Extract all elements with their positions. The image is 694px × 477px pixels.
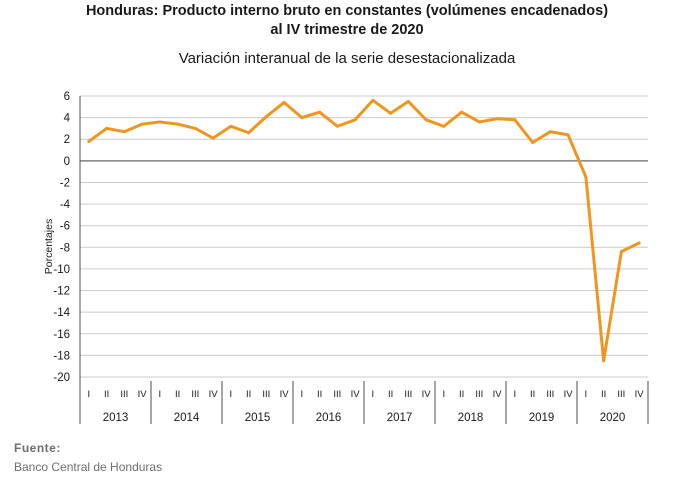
y-tick-label: -16 bbox=[53, 329, 70, 341]
y-tick-label: -12 bbox=[53, 286, 70, 298]
data-point bbox=[229, 124, 233, 128]
x-tick-label-quarter: II bbox=[175, 389, 180, 400]
x-tick-label-quarter: III bbox=[546, 389, 554, 400]
chart-subtitle: Variación interanual de la serie desesta… bbox=[178, 50, 516, 67]
x-tick-label-quarter: III bbox=[262, 389, 270, 400]
x-tick-label-quarter: IV bbox=[209, 389, 219, 400]
data-point bbox=[371, 98, 375, 102]
x-tick-label-quarter: I bbox=[585, 389, 588, 400]
y-tick-label: -18 bbox=[53, 350, 70, 362]
series-line bbox=[87, 98, 641, 363]
data-point bbox=[176, 122, 180, 126]
data-point bbox=[548, 130, 552, 134]
x-tick-label-quarter: IV bbox=[564, 389, 574, 400]
data-point bbox=[389, 111, 393, 115]
data-point bbox=[193, 126, 197, 130]
x-tick-label-quarter: II bbox=[601, 389, 606, 400]
data-point bbox=[247, 131, 251, 135]
data-point bbox=[566, 133, 570, 137]
data-point bbox=[477, 120, 481, 124]
x-tick-label-quarter: III bbox=[191, 389, 199, 400]
source-text: Banco Central de Honduras bbox=[14, 460, 163, 474]
x-tick-label-year: 2018 bbox=[458, 412, 484, 424]
x-tick-label-year: 2020 bbox=[600, 412, 626, 424]
x-tick-label-year: 2015 bbox=[245, 412, 271, 424]
data-point bbox=[300, 116, 304, 120]
y-tick-label: 2 bbox=[64, 134, 70, 146]
y-tick-label: -20 bbox=[53, 372, 70, 384]
y-tick-label: 4 bbox=[64, 113, 71, 125]
x-tick-label-quarter: II bbox=[530, 389, 535, 400]
x-tick-label-quarter: I bbox=[159, 389, 162, 400]
data-point bbox=[495, 117, 499, 121]
data-point bbox=[424, 118, 428, 122]
x-tick-label-quarter: III bbox=[617, 389, 625, 400]
x-tick-label-quarter: II bbox=[246, 389, 251, 400]
data-point bbox=[158, 120, 162, 124]
x-tick-label-quarter: III bbox=[333, 389, 341, 400]
data-point bbox=[619, 250, 623, 254]
x-tick-label-quarter: IV bbox=[138, 389, 148, 400]
x-tick-label-quarter: I bbox=[301, 389, 304, 400]
data-point bbox=[335, 124, 339, 128]
y-tick-label: -6 bbox=[60, 221, 70, 233]
data-point bbox=[105, 126, 109, 130]
data-point bbox=[442, 124, 446, 128]
data-point bbox=[318, 110, 322, 114]
x-tick-label-year: 2017 bbox=[387, 412, 413, 424]
data-point bbox=[264, 115, 268, 119]
x-tick-label-quarter: III bbox=[120, 389, 128, 400]
x-tick-label-quarter: I bbox=[88, 389, 91, 400]
data-point bbox=[406, 99, 410, 103]
x-tick-label-year: 2014 bbox=[174, 412, 200, 424]
data-point bbox=[637, 241, 641, 245]
x-tick-label-quarter: I bbox=[230, 389, 233, 400]
x-tick-label-quarter: I bbox=[514, 389, 517, 400]
data-point bbox=[353, 118, 357, 122]
data-point bbox=[140, 122, 144, 126]
x-tick-label-quarter: IV bbox=[351, 389, 361, 400]
y-tick-label: -10 bbox=[53, 264, 70, 276]
x-tick-label-year: 2013 bbox=[103, 412, 129, 424]
x-tick-label-quarter: II bbox=[317, 389, 322, 400]
source-label: Fuente: bbox=[14, 441, 61, 455]
y-tick-label: 0 bbox=[64, 156, 70, 168]
data-point bbox=[513, 118, 517, 122]
chart-title-line-1: Honduras: Producto interno bruto en cons… bbox=[85, 3, 609, 19]
y-axis-label: Porcentajes bbox=[43, 219, 55, 274]
x-tick-label-quarter: III bbox=[404, 389, 412, 400]
x-tick-label-quarter: IV bbox=[422, 389, 432, 400]
x-tick-label-quarter: IV bbox=[635, 389, 645, 400]
data-point bbox=[122, 130, 126, 134]
data-point bbox=[87, 139, 91, 143]
x-tick-label-year: 2019 bbox=[529, 412, 555, 424]
x-tick-label-quarter: II bbox=[388, 389, 393, 400]
x-tick-label-year: 2016 bbox=[316, 412, 342, 424]
data-point bbox=[602, 359, 606, 363]
data-point bbox=[282, 100, 286, 104]
y-tick-label: 6 bbox=[64, 91, 70, 103]
data-point bbox=[460, 110, 464, 114]
data-point bbox=[584, 175, 588, 179]
y-tick-label: -14 bbox=[53, 307, 70, 319]
y-tick-label: -8 bbox=[60, 242, 70, 254]
x-tick-label-quarter: III bbox=[475, 389, 483, 400]
x-tick-label-quarter: IV bbox=[280, 389, 290, 400]
x-tick-label-quarter: I bbox=[443, 389, 446, 400]
x-tick-label-quarter: I bbox=[372, 389, 375, 400]
y-tick-label: -4 bbox=[60, 199, 71, 211]
x-tick-label-quarter: II bbox=[459, 389, 464, 400]
chart-title-line-2: al IV trimestre de 2020 bbox=[270, 22, 424, 38]
x-tick-label-quarter: II bbox=[104, 389, 109, 400]
data-point bbox=[211, 136, 215, 140]
y-tick-label: -2 bbox=[60, 177, 70, 189]
x-tick-label-quarter: IV bbox=[493, 389, 503, 400]
data-point bbox=[531, 140, 535, 144]
